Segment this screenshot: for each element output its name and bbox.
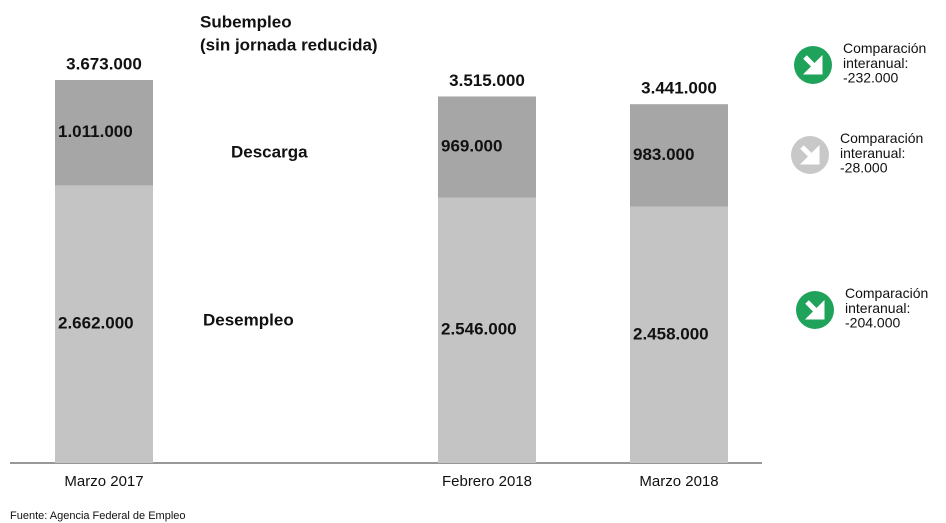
comparison-label-line: Comparación [843,40,926,56]
comparison-value: -28.000 [840,160,888,176]
comparison-label: Comparación interanual: [843,40,926,71]
bar-segment [438,197,536,464]
comparison-label-line: interanual: [843,55,908,71]
value-label: 983.000 [633,145,694,164]
x-tick-label: Marzo 2018 [639,473,718,490]
comparison-value: -204.000 [845,315,900,331]
x-tick-label: Marzo 2017 [64,473,143,490]
value-label: 2.546.000 [441,320,517,339]
bar-segment [630,206,728,464]
chart-subtitle: (sin jornada reducida) [200,35,378,54]
bar-segment [55,80,153,186]
value-label: 2.662.000 [58,314,134,333]
comparison-label-line: Comparación [840,130,923,146]
bar-segment [630,104,728,207]
value-label: 2.458.000 [633,324,709,343]
comparison-icon [794,46,832,84]
series-label: Descarga [231,142,308,161]
series-label: Desempleo [203,310,294,329]
comparison-label: Comparación interanual: [845,285,928,316]
x-tick-label: Febrero 2018 [442,473,532,490]
icon-arrow [804,299,825,320]
total-label: 3.673.000 [66,54,142,73]
icon-arrow [799,144,820,165]
source: Fuente: Agencia Federal de Empleo [10,510,186,522]
icon-arrow [802,54,823,75]
total-label: 3.515.000 [449,71,525,90]
comparison-label-line: Comparación [845,285,928,301]
comparison-value: -232.000 [843,70,898,86]
comparison-icon [791,136,829,174]
comparison-label: Comparación interanual: [840,130,923,161]
bar-segment [438,96,536,198]
comparison-icon [796,291,834,329]
value-label: 969.000 [441,136,502,155]
bar-segment [55,185,153,463]
value-label: 1.011.000 [58,122,133,141]
comparison-label-line: interanual: [840,145,905,161]
chart-title: Subempleo [200,12,292,31]
comparison-label-line: interanual: [845,300,910,316]
total-label: 3.441.000 [641,79,717,98]
